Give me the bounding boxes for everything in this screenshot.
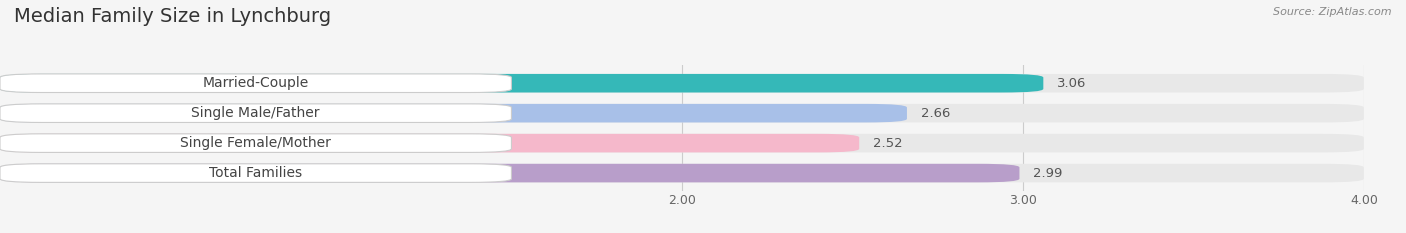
FancyBboxPatch shape (0, 74, 1043, 93)
FancyBboxPatch shape (0, 74, 512, 93)
Text: 2.52: 2.52 (873, 137, 903, 150)
Text: 2.99: 2.99 (1033, 167, 1063, 180)
Text: Source: ZipAtlas.com: Source: ZipAtlas.com (1274, 7, 1392, 17)
Text: Median Family Size in Lynchburg: Median Family Size in Lynchburg (14, 7, 332, 26)
Text: 3.06: 3.06 (1057, 77, 1087, 90)
FancyBboxPatch shape (0, 104, 907, 123)
FancyBboxPatch shape (0, 134, 859, 152)
Text: Married-Couple: Married-Couple (202, 76, 309, 90)
FancyBboxPatch shape (0, 134, 1364, 152)
Text: Single Female/Mother: Single Female/Mother (180, 136, 332, 150)
Text: 2.66: 2.66 (921, 107, 950, 120)
Text: Total Families: Total Families (209, 166, 302, 180)
FancyBboxPatch shape (0, 164, 1019, 182)
Text: Single Male/Father: Single Male/Father (191, 106, 321, 120)
FancyBboxPatch shape (0, 104, 1364, 123)
FancyBboxPatch shape (0, 74, 1364, 93)
FancyBboxPatch shape (0, 104, 512, 123)
FancyBboxPatch shape (0, 164, 512, 182)
FancyBboxPatch shape (0, 164, 1364, 182)
FancyBboxPatch shape (0, 134, 512, 152)
